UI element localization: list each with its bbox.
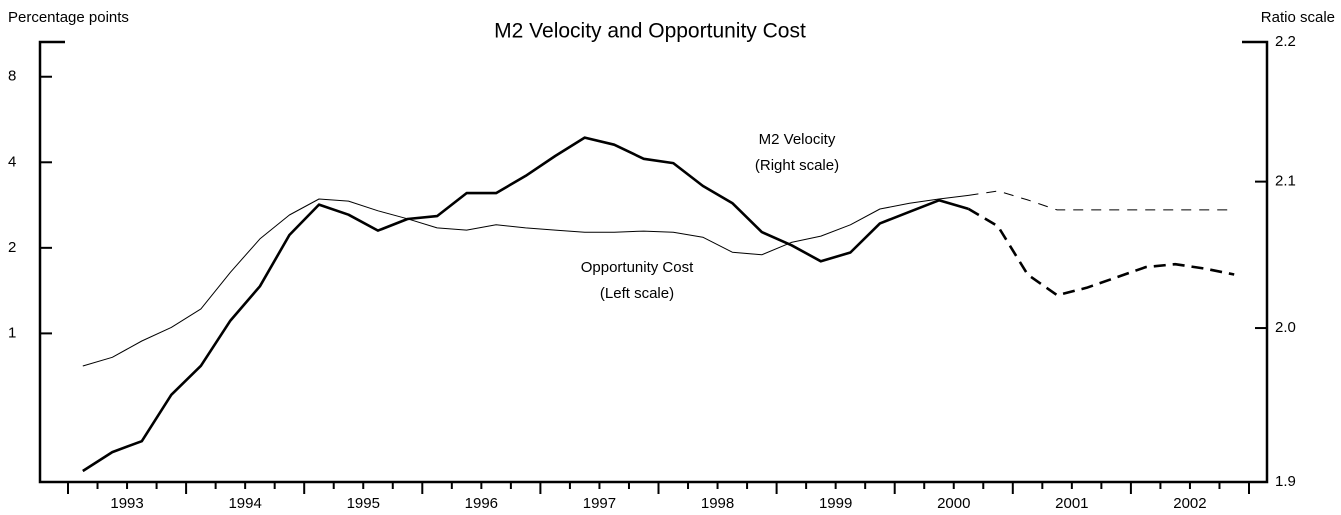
x-tick-label: 1999 [819,495,852,512]
x-tick-label: 1996 [465,495,498,512]
annotation: (Right scale) [755,157,839,174]
x-tick-label: 2000 [937,495,970,512]
y-tick-label: 8 [8,68,16,85]
x-tick-label: 2002 [1173,495,1206,512]
x-tick-label: 2001 [1055,495,1088,512]
y-tick-label: 1 [8,324,16,341]
annotation: Opportunity Cost [581,259,694,276]
x-tick-label: 1994 [228,495,261,512]
series-line [82,194,969,367]
y2-axis-label: Ratio scale [1261,9,1335,26]
y-tick-label: 4 [8,153,16,170]
y2-tick-label: 2.0 [1275,319,1296,336]
x-tick-label: 1998 [701,495,734,512]
series-line [82,136,969,473]
series-line [967,207,1235,297]
annotation: (Left scale) [600,285,674,302]
y2-tick-label: 2.1 [1275,173,1296,190]
y2-tick-label: 2.2 [1275,33,1296,50]
series-line [968,190,1235,211]
x-tick-label: 1997 [583,495,616,512]
x-tick-label: 1995 [347,495,380,512]
chart-title: M2 Velocity and Opportunity Cost [494,20,806,43]
y-axis-label: Percentage points [8,9,129,26]
x-tick-label: 1993 [110,495,143,512]
y2-tick-label: 1.9 [1275,473,1296,490]
y-tick-label: 2 [8,239,16,256]
annotation: M2 Velocity [759,131,836,148]
